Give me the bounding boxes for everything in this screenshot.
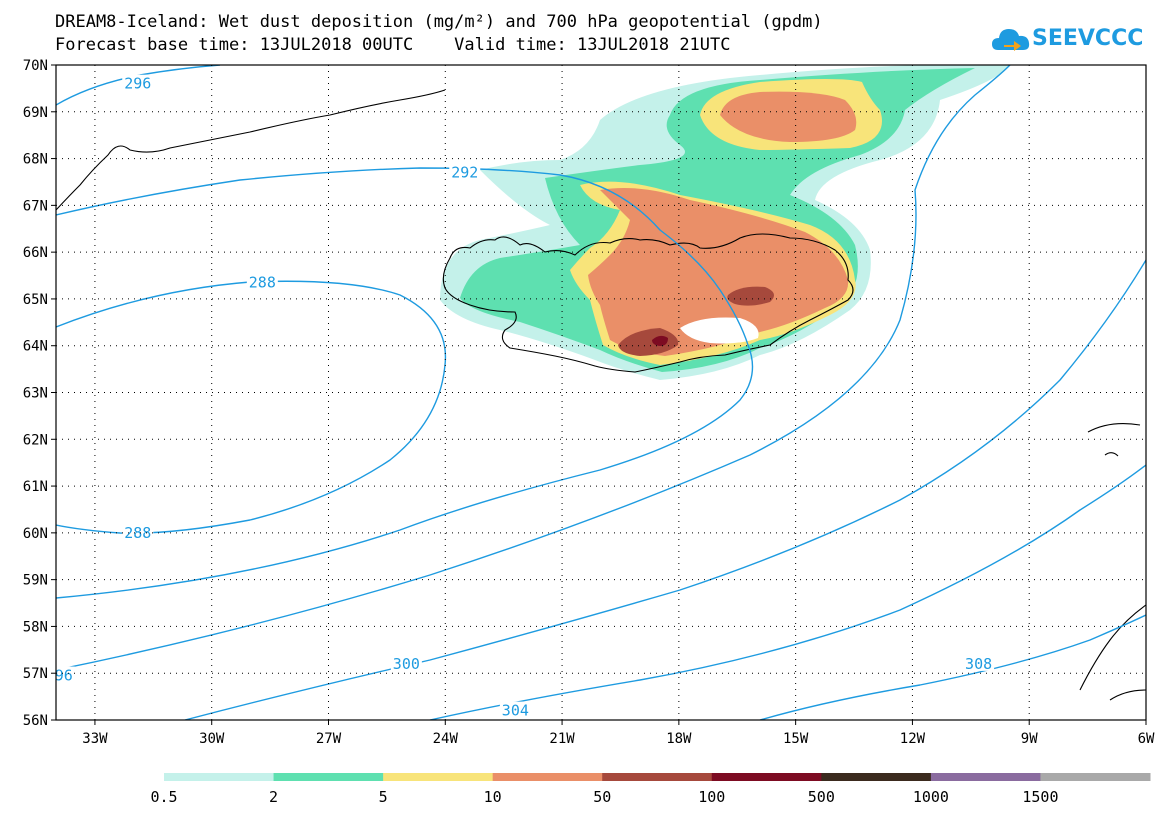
contour-label-bg [963,654,995,671]
tick-label-lon: 27W [316,731,342,747]
legend-swatch [383,773,494,781]
dust-band-100 [652,335,668,346]
tick-label-lat: 59N [23,573,48,589]
seevccc-logo: SEEVCCC [990,20,1150,60]
greenland-coastline [56,89,446,211]
tick-label-lat: 60N [23,526,48,542]
tick-label-lat: 61N [23,479,48,495]
legend-label: 1500 [1022,788,1058,806]
tick-label-lon: 18W [666,731,692,747]
legend-colorbar: 0.5 2 5 10 50 100 500 1000 1500 [150,773,1151,806]
contour-label: 288 [124,524,151,542]
tick-label-lat: 56N [23,713,48,729]
tick-label-lon: 30W [199,731,225,747]
contour-label: 288 [249,274,276,292]
legend-label: 500 [808,788,835,806]
contour-label-bg [52,666,75,683]
contour-label-bg [499,701,531,718]
logo-text: SEEVCCC [1032,26,1144,51]
tick-label-lon: 15W [783,731,809,747]
contour-label: 308 [965,655,992,673]
legend-swatch [821,773,932,781]
legend-label: 100 [698,788,725,806]
tick-label-lat: 62N [23,432,48,448]
contour-label: 304 [502,702,529,720]
tick-label-lat: 69N [23,105,48,121]
legend-swatch [273,773,384,781]
tick-label-lat: 57N [23,666,48,682]
tick-label-lon: 33W [82,731,108,747]
contour-308 [759,614,1146,720]
tick-label-lon: 6W [1138,731,1155,747]
tick-label-lat: 68N [23,152,48,168]
legend-swatch [930,773,1041,781]
map-title-line2: Forecast base time: 13JUL2018 00UTC Vali… [55,35,731,55]
contour-label-bg [246,273,278,290]
contour-label-bg [390,654,422,671]
tick-label-lat: 58N [23,619,48,635]
contour-label: 96 [55,667,73,685]
contour-labels: 296 292 288 288 96 300 304 308 [52,74,995,720]
contour-304 [429,464,1146,720]
contour-296 [56,65,1011,671]
contour-label-bg [122,523,154,540]
legend-label: 2 [269,788,278,806]
contour-label: 300 [393,655,420,673]
tick-label-lat: 63N [23,386,48,402]
legend-label: 5 [379,788,388,806]
tick-label-lat: 70N [23,58,48,74]
tick-label-lon: 9W [1021,731,1038,747]
legend-swatch [1040,773,1151,781]
iceland-coastline [442,233,854,373]
tick-label-lat: 65N [23,292,48,308]
contour-label: 292 [451,164,478,182]
tick-label-lon: 24W [433,731,459,747]
cloud-icon [992,29,1030,51]
legend-label: 50 [593,788,611,806]
tick-label-lat: 64N [23,339,48,355]
map-title-line1: DREAM8-Iceland: Wet dust deposition (mg/… [55,12,823,32]
legend-label: 10 [484,788,502,806]
dust-deposition-field [440,65,1010,380]
legend-swatch [711,773,822,781]
legend-swatch [164,773,275,781]
dust-band-50 [618,286,774,356]
contour-292 [56,167,754,599]
contour-label-bg [122,74,154,91]
legend-label: 1000 [913,788,949,806]
contour-300 [184,259,1146,720]
tick-label-lat: 66N [23,245,48,261]
tick-label-lon: 21W [549,731,575,747]
axis-ticks: 33W 30W 27W 24W 21W 18W 15W 12W 9W 6W 70N 69N 68N 67N… [23,58,1155,747]
tick-label-lon: 12W [900,731,926,747]
tick-label-lat: 67N [23,198,48,214]
dust-band-10 [588,91,857,356]
contour-label-bg [449,163,481,180]
contour-label: 296 [124,75,151,93]
legend-swatch [492,773,603,781]
faroe-coastline [1087,423,1141,457]
legend-label: 0.5 [150,788,177,806]
legend-swatch [602,773,713,781]
